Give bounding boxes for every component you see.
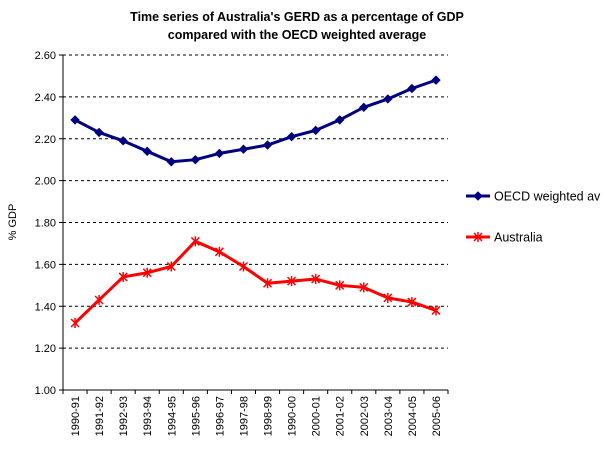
x-tick-label: 1992-93 (118, 396, 130, 436)
y-tick-label: 1.60 (35, 259, 56, 271)
legend-label: Australia (494, 231, 543, 245)
y-axis-label: % GDP (7, 204, 19, 241)
data-point (238, 261, 248, 272)
x-tick-label: 1995-96 (190, 396, 202, 436)
data-point (473, 191, 483, 201)
x-tick-label: 1990-00 (287, 396, 299, 436)
data-point (238, 144, 249, 154)
data-point (166, 261, 176, 272)
x-tick-label: 1998-99 (263, 396, 275, 436)
chart-title-line-1: Time series of Australia's GERD as a per… (130, 10, 464, 24)
data-point (311, 274, 321, 285)
data-point (142, 146, 152, 157)
data-point (142, 267, 152, 278)
data-point (431, 75, 441, 85)
x-tick-label: 1997-98 (238, 396, 250, 436)
data-point (335, 115, 345, 125)
data-point (214, 246, 224, 257)
y-tick-label: 2.00 (35, 176, 56, 188)
y-tick-label: 2.60 (35, 50, 56, 62)
legend: OECD weighted av Australia (466, 190, 601, 245)
x-tick-label: 1993-94 (142, 396, 154, 436)
data-point (359, 282, 369, 293)
y-tick-labels: 1.00 1.20 1.40 1.60 1.80 2.00 2.20 2.40 2.60 (35, 50, 56, 397)
data-point (214, 148, 225, 159)
x-tick-label: 1991-92 (94, 396, 106, 436)
data-point (359, 102, 369, 113)
data-point (335, 280, 345, 291)
legend-item: Australia (466, 231, 543, 245)
data-point (94, 127, 104, 138)
series (70, 75, 441, 328)
data-point (407, 297, 417, 308)
data-point (383, 292, 393, 303)
y-tick-label: 1.00 (35, 385, 56, 397)
y-tick-label: 1.80 (35, 218, 56, 230)
legend-label: OECD weighted av (494, 190, 601, 204)
data-point (287, 276, 297, 287)
y-tick-label: 2.40 (35, 92, 56, 104)
data-point (383, 94, 393, 104)
gridlines (59, 54, 448, 391)
x-tick-label: 2002-03 (359, 396, 371, 436)
data-point (263, 278, 273, 289)
x-tick-label: 2000-01 (311, 396, 323, 436)
x-tick-label: 1996-97 (214, 396, 226, 436)
data-point (286, 131, 297, 142)
data-point (190, 154, 201, 165)
series-oecd-weighted-av (70, 75, 441, 167)
y-tick-label: 1.20 (35, 343, 56, 355)
y-tick-label: 2.20 (35, 134, 56, 146)
data-point (262, 140, 273, 150)
data-point (70, 318, 80, 328)
data-point (94, 294, 104, 305)
data-point (190, 236, 200, 247)
data-point (118, 136, 128, 146)
x-tick-label: 1990-91 (70, 396, 82, 436)
series-australia (70, 236, 441, 328)
data-point (70, 115, 80, 125)
data-point (431, 305, 441, 316)
y-tick-label: 1.40 (35, 301, 56, 313)
legend-item: OECD weighted av (466, 190, 601, 204)
data-point (407, 83, 417, 94)
x-tick-label: 2004-05 (407, 396, 419, 436)
series-line (74, 78, 437, 164)
x-tick-label: 2005-06 (431, 396, 443, 436)
x-tick-label: 1994-95 (166, 396, 178, 436)
data-point (310, 125, 321, 136)
chart-title: Time series of Australia's GERD as a per… (60, 8, 534, 44)
x-tick-label: 2003-04 (383, 396, 395, 436)
data-point (473, 232, 483, 242)
series-line (73, 239, 437, 325)
data-point (166, 157, 176, 167)
x-tick-labels: 1990-91 1991-92 1992-93 1993-94 1994-95 1995-… (62, 390, 449, 436)
x-tick-label: 2001-02 (335, 396, 347, 436)
data-point (118, 271, 128, 282)
chart-title-line-2: compared with the OECD weighted average (167, 28, 427, 42)
